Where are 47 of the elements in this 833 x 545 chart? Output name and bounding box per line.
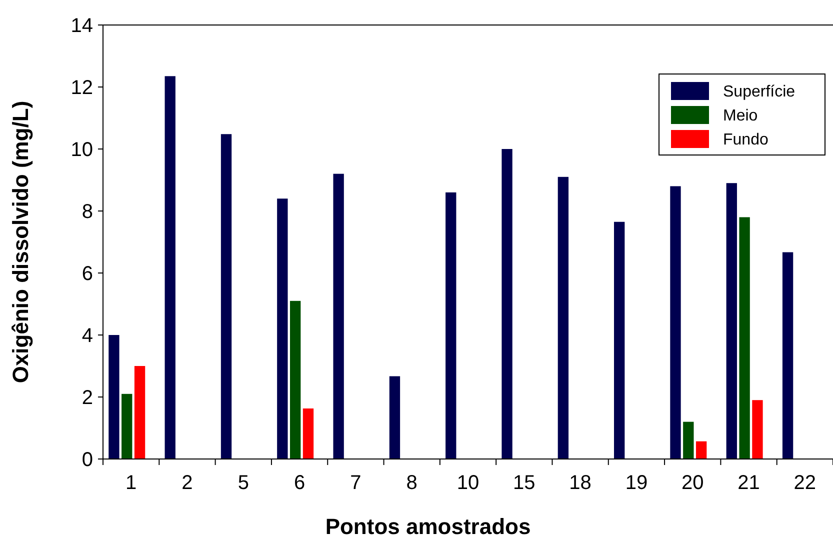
bar: [122, 394, 132, 459]
y-tick-label: 8: [82, 201, 93, 223]
bar: [446, 192, 456, 459]
bar: [277, 198, 288, 459]
bar: [108, 335, 120, 459]
y-tick-label: 14: [70, 15, 93, 37]
bar: [752, 400, 763, 459]
x-tick-label: 7: [350, 472, 362, 494]
y-tick-label: 10: [70, 139, 93, 161]
bar: [134, 366, 146, 459]
bar: [558, 176, 569, 459]
y-tick-label: 12: [70, 77, 93, 99]
x-tick-label: 10: [456, 472, 480, 494]
legend-label: Meio: [723, 108, 758, 125]
bar: [696, 441, 707, 459]
x-tick-label: 18: [569, 472, 592, 494]
bar: [389, 376, 400, 459]
y-axis-title: Oxigênio dissolvido (mg/L): [8, 100, 33, 384]
bar: [290, 300, 301, 459]
y-tick-label: 2: [82, 387, 93, 409]
bar: [726, 183, 737, 459]
y-tick-label: 4: [82, 325, 93, 347]
y-tick-label: 0: [82, 449, 93, 471]
x-tick-label: 5: [238, 472, 249, 494]
x-tick-label: 2: [182, 472, 193, 494]
bar: [670, 186, 681, 459]
bar: [502, 149, 512, 459]
bar: [302, 408, 314, 459]
legend-label: Superfície: [723, 84, 796, 101]
x-tick-label: 21: [738, 472, 760, 494]
x-axis-title: Pontos amostrados: [325, 514, 531, 539]
x-tick-label: 8: [406, 472, 418, 494]
x-tick-label: 1: [126, 472, 137, 494]
x-tick-label: 6: [294, 472, 306, 494]
bar: [220, 134, 232, 459]
y-tick-label: 6: [82, 263, 93, 285]
bar: [333, 174, 344, 459]
bar: [614, 222, 625, 459]
x-tick-label: 22: [794, 472, 816, 494]
bar: [683, 422, 694, 459]
bar: [782, 252, 794, 459]
x-tick-label: 20: [681, 472, 704, 494]
legend-label: Fundo: [723, 132, 768, 149]
x-tick-label: 19: [625, 472, 648, 494]
x-tick-label: 15: [513, 472, 536, 494]
bar: [739, 217, 750, 459]
bar: [164, 76, 176, 459]
